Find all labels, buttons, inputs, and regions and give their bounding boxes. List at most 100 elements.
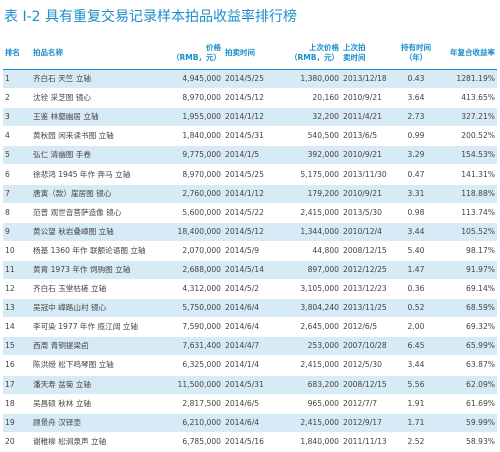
cell-date: 2014/6/4 [223, 413, 281, 433]
cell-date: 2014/6/4 [223, 317, 281, 338]
table-row: 13 吴冠中 嶂路山村 镜心 5,750,000 2014/6/4 3,804,240 2… [3, 298, 497, 319]
cell-price: 2,760,000 [159, 184, 223, 204]
cell-price: 6,210,000 [159, 413, 223, 433]
cell-last-date: 2012/9/17 [341, 413, 395, 433]
cell-price: 8,970,000 [159, 164, 223, 185]
cell-last-price: 5,175,000 [281, 164, 341, 185]
cell-date: 2014/1/12 [223, 107, 281, 128]
cell-rate: 63.87% [437, 355, 497, 376]
cell-rate: 1281.19% [437, 69, 497, 90]
cell-rate: 65.99% [437, 336, 497, 357]
table-row: 5 弘仁 清幽图 手卷 9,775,000 2014/1/5 392,000 2010/9… [3, 145, 497, 166]
cell-last-price: 2,415,000 [281, 413, 341, 433]
table-row: 17 潘天寿 盆菊 立轴 11,500,000 2014/5/31 683,200 200… [3, 375, 497, 395]
ranking-table: 排名 拍品名称 价格 （RMB，元） 拍卖时间 上次价格 （RMB，元） 上次拍… [3, 36, 497, 452]
cell-rate: 69.32% [437, 317, 497, 338]
cell-price: 1,955,000 [159, 107, 223, 128]
cell-hold: 0.99 [395, 126, 437, 147]
cell-date: 2014/5/9 [223, 241, 281, 261]
header-last-price: 上次价格 （RMB，元） [281, 36, 341, 70]
cell-rate: 58.93% [437, 432, 497, 452]
cell-name: 黄秋园 闲来读书图 立轴 [31, 126, 159, 147]
cell-price: 7,590,000 [159, 317, 223, 338]
table-row: 3 王鉴 林壑幽居 立轴 1,955,000 2014/1/12 32,200 2011/… [3, 107, 497, 128]
cell-hold: 1.71 [395, 413, 437, 433]
table-row: 14 李可染 1977 年作 揽江阔 立轴 7,590,000 2014/6/4 2,6… [3, 317, 497, 338]
table-row: 18 吴昌硕 秋林 立轴 2,817,500 2014/6/5 965,000 2012/… [3, 394, 497, 414]
cell-last-date: 2013/5/30 [341, 203, 395, 223]
cell-name: 范曾 观世音菩萨造像 镜心 [31, 203, 159, 223]
cell-price: 5,750,000 [159, 298, 223, 319]
table-row: 16 陈洪绶 松下鸣琴图 立轴 6,325,000 2014/1/4 2,415,000… [3, 355, 497, 376]
cell-last-date: 2013/12/18 [341, 69, 395, 90]
cell-rank: 9 [3, 222, 31, 242]
cell-rank: 7 [3, 184, 31, 204]
cell-price: 11,500,000 [159, 375, 223, 395]
cell-rank: 13 [3, 298, 31, 319]
cell-rate: 61.69% [437, 394, 497, 414]
cell-date: 2014/5/16 [223, 432, 281, 452]
cell-rank: 4 [3, 126, 31, 147]
cell-name: 齐白石 玉堂枯槎 立轴 [31, 279, 159, 300]
cell-rank: 15 [3, 336, 31, 357]
cell-price: 8,970,000 [159, 88, 223, 109]
cell-price: 9,775,000 [159, 145, 223, 166]
cell-hold: 3.44 [395, 355, 437, 376]
cell-date: 2014/5/31 [223, 375, 281, 395]
header-hold: 持有时间 （年） [395, 36, 437, 70]
cell-hold: 3.31 [395, 184, 437, 204]
cell-name: 齐白石 天竺 立轴 [31, 69, 159, 90]
cell-name: 弘仁 清幽图 手卷 [31, 145, 159, 166]
table-row: 9 黄公望 秋岩叠嶂图 立轴 18,400,000 2014/5/12 1,344,00… [3, 222, 497, 242]
cell-last-price: 20,160 [281, 88, 341, 109]
cell-name: 潘天寿 盆菊 立轴 [31, 375, 159, 395]
cell-hold: 0.98 [395, 203, 437, 223]
cell-last-price: 253,000 [281, 336, 341, 357]
header-hold-line2: （年） [404, 52, 428, 62]
cell-hold: 3.29 [395, 145, 437, 166]
cell-price: 5,600,000 [159, 203, 223, 223]
cell-date: 2014/1/4 [223, 355, 281, 376]
cell-last-price: 179,200 [281, 184, 341, 204]
cell-name: 王鉴 林壑幽居 立轴 [31, 107, 159, 128]
cell-rate: 141.31% [437, 164, 497, 185]
table-row: 20 谢稚柳 松涧泉声 立轴 6,785,000 2014/5/16 1,840,000… [3, 432, 497, 452]
table-row: 12 齐白石 玉堂枯槎 立轴 4,312,000 2014/5/2 3,105,000 2… [3, 279, 497, 300]
cell-hold: 1.47 [395, 260, 437, 281]
cell-hold: 0.43 [395, 69, 437, 90]
cell-last-date: 2010/9/21 [341, 184, 395, 204]
cell-hold: 5.40 [395, 241, 437, 261]
cell-name: 谢稚柳 松涧泉声 立轴 [31, 432, 159, 452]
cell-date: 2014/5/25 [223, 69, 281, 90]
header-last-price-line1: 上次价格 [309, 42, 339, 52]
header-hold-line1: 持有时间 [401, 42, 431, 52]
cell-hold: 0.52 [395, 298, 437, 319]
table-row: 10 杨基 1360 年作 联额论语图 立轴 2,070,000 2014/5/9 44… [3, 241, 497, 261]
cell-rate: 200.52% [437, 126, 497, 147]
cell-rate: 154.53% [437, 145, 497, 166]
cell-name: 黄公望 秋岩叠嶂图 立轴 [31, 222, 159, 242]
cell-last-date: 2013/11/30 [341, 164, 395, 185]
cell-rate: 59.99% [437, 413, 497, 433]
header-row: 排名 拍品名称 价格 （RMB，元） 拍卖时间 上次价格 （RMB，元） 上次拍… [3, 36, 497, 70]
cell-rank: 16 [3, 355, 31, 376]
cell-last-date: 2013/6/5 [341, 126, 395, 147]
cell-rank: 20 [3, 432, 31, 452]
cell-last-price: 965,000 [281, 394, 341, 414]
cell-last-price: 32,200 [281, 107, 341, 128]
cell-name: 吴昌硕 秋林 立轴 [31, 394, 159, 414]
cell-name: 顾景舟 汉铎壶 [31, 413, 159, 433]
cell-name: 杨基 1360 年作 联额论语图 立轴 [31, 241, 159, 261]
cell-date: 2014/1/5 [223, 145, 281, 166]
cell-price: 2,070,000 [159, 241, 223, 261]
cell-date: 2014/6/4 [223, 298, 281, 319]
cell-last-price: 1,344,000 [281, 222, 341, 242]
table-title: 表 I-2 具有重复交易记录样本拍品收益率排行榜 [4, 9, 297, 25]
cell-last-date: 2010/12/4 [341, 222, 395, 242]
cell-rank: 18 [3, 394, 31, 414]
cell-last-date: 2008/12/15 [341, 375, 395, 395]
cell-date: 2014/5/12 [223, 88, 281, 109]
cell-date: 2014/4/7 [223, 336, 281, 357]
cell-rate: 413.65% [437, 88, 497, 109]
cell-last-price: 683,200 [281, 375, 341, 395]
